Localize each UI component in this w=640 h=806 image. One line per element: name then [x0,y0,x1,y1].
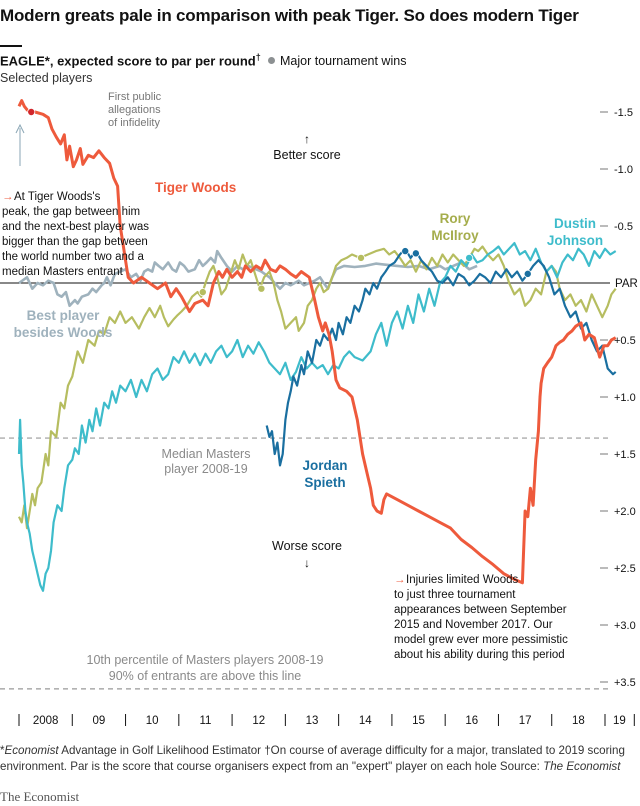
better-score-label: Better score [273,148,340,162]
y-tick-label: -1.0 [614,164,633,176]
tiger-woods-major-dot [27,108,36,117]
footnote-text: Advantage in Golf Likelihood Estimator †… [0,744,625,773]
y-tick-label: +0.5 [614,335,636,347]
dustin-johnson-label-line-2: Johnson [547,233,603,248]
peak-annotation-line-1: At Tiger Woods's [14,191,101,203]
up-arrow-icon [15,123,25,134]
injuries-annotation-line-5: model grew ever more pessimistic [394,634,568,646]
legend-label: Major tournament wins [280,54,407,68]
peak-arrow-icon: → [2,191,14,203]
x-tick-label: 18 [572,715,585,727]
infidelity-annotation-line-1: First public [108,91,162,103]
injuries-annotation-line-6: about his ability during this period [394,649,565,661]
brand-logo: The Economist [0,789,80,804]
tenth-percentile-label: 10th percentile of Masters players 2008-… [87,653,324,667]
jordan-spieth-major-dot [411,249,420,258]
injuries-annotation-line-1: Injuries limited Woods [406,574,519,586]
infidelity-annotation-line-3: of infidelity [108,117,160,129]
x-tick-label: 19 [613,715,626,727]
x-tick-label: 14 [359,715,372,727]
y-tick-label: +1.5 [614,449,636,461]
y-tick-label: +2.0 [614,506,636,518]
x-tick-label: 11 [199,715,211,727]
y-tick-label: -1.5 [614,107,633,119]
x-tick-label: 12 [252,715,265,727]
selected-players-label: Selected players [0,71,93,85]
subtitle-text: EAGLE*, expected score to par per round [0,53,256,69]
footnote-source: The Economist [543,760,621,773]
peak-annotation-line-4: bigger than the gap between [2,236,148,248]
peak-annotation-line-6: median Masters entrant [2,266,124,278]
x-tick-label: 09 [93,715,106,727]
best-player-label-line-1: Best player [27,308,101,323]
x-tick-label: 17 [519,715,532,727]
x-tick-label: 2008 [33,715,59,727]
y-tick-label: +2.5 [614,563,636,575]
y-tick-label: +3.0 [614,620,636,632]
footnote: *Economist Advantage in Golf Likelihood … [0,743,630,775]
rory-mcilroy-major-dot [257,284,266,293]
median-masters-label-line-1: Median Masters [162,447,251,461]
injuries-annotation-line-2: to just three tournament [394,589,516,601]
injuries-annotation-line-4: 2015 and November 2017. Our [394,619,553,631]
y-tick-label: +3.5 [614,677,636,689]
jordan-spieth-major-dot [401,247,410,256]
best-player-label-line-2: besides Woods [14,325,113,340]
rory-mcilroy-label-line-2: McIlroy [431,228,479,243]
better-arrow-icon: ↑ [304,132,310,146]
jordan-spieth-label-line-2: Spieth [304,475,345,490]
dustin-johnson-label-line-1: Dustin [554,216,596,231]
peak-annotation-line-3: and the next-best player was [2,221,149,233]
y-tick-label: -0.5 [614,221,633,233]
worse-arrow-icon: ↓ [304,556,310,570]
best-player-besides-woods-line [18,249,478,308]
tiger-woods-line [17,99,617,585]
x-tick-label: 16 [465,715,478,727]
tenth-percentile-sublabel: 90% of entrants are above this line [109,669,302,683]
footnote-star: * [0,744,5,757]
peak-annotation-line-5: the world number two and a [2,251,145,263]
x-tick-label: 10 [146,715,159,727]
title-rule [0,45,22,47]
median-masters-label-line-2: player 2008-19 [164,462,247,476]
y-tick-label: +1.0 [614,392,636,404]
major-win-dot-icon [268,57,275,64]
injuries-annotation-line-3: appearances between September [394,604,567,616]
chart-subtitle: EAGLE*, expected score to par per round† [0,52,261,68]
dustin-johnson-line [17,242,617,592]
legend: Major tournament wins [268,54,406,68]
jordan-spieth-label-line-1: Jordan [302,458,347,473]
rory-mcilroy-line [18,245,617,530]
dustin-johnson-major-dot [465,253,474,262]
injuries-arrow-icon: → [394,574,406,586]
worse-score-label: Worse score [272,539,342,553]
footnote-estimator-name: Economist [4,744,59,757]
y-tick-label-par: PAR [615,278,638,290]
x-tick-label: 15 [412,715,425,727]
chart-title: Modern greats pale in comparison with pe… [0,6,579,25]
peak-annotation-line-2: peak, the gap between him [2,206,140,218]
infidelity-annotation-line-2: allegations [108,104,161,116]
rory-mcilroy-major-dot [198,288,207,297]
jordan-spieth-line [265,247,617,467]
rory-mcilroy-label-line-1: Rory [440,211,471,226]
subtitle-mark: † [255,52,261,62]
rory-mcilroy-major-dot [357,253,366,262]
tiger-woods-label: Tiger Woods [155,180,236,195]
x-tick-label: 13 [306,715,319,727]
jordan-spieth-major-dot [523,269,532,278]
